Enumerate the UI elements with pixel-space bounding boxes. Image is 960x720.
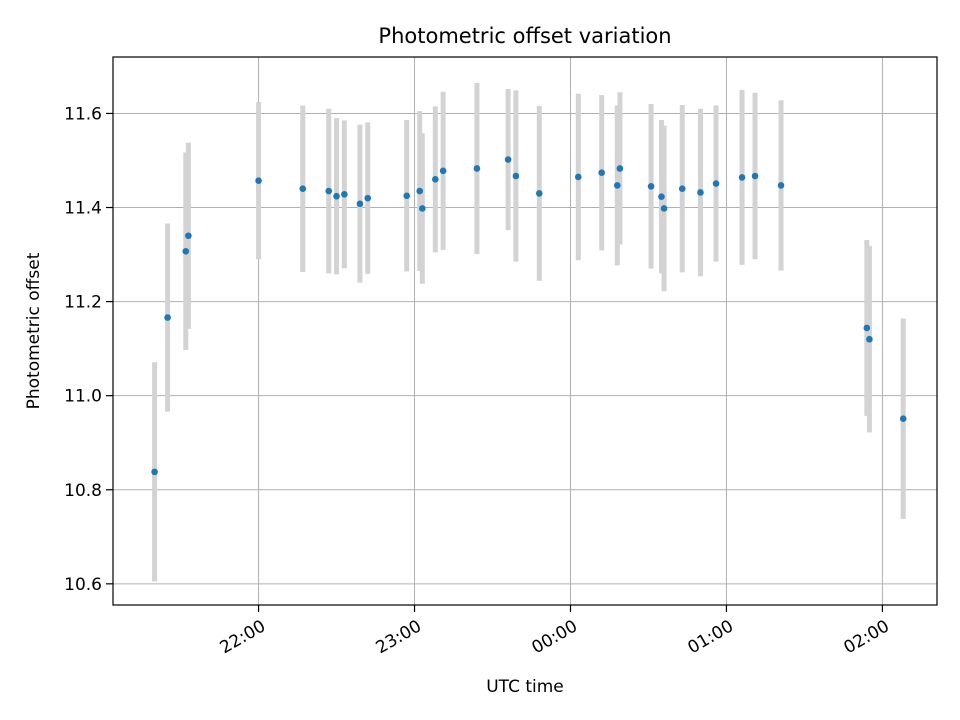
data-point [777, 182, 785, 189]
data-point [333, 192, 340, 200]
data-point [419, 205, 426, 212]
data-point [416, 187, 424, 195]
data-point [535, 190, 543, 197]
y-axis-ticks: 10.6 10.8 11.0 11.2 11.4 11.6 [64, 104, 113, 595]
data-point [751, 172, 759, 180]
data-point [255, 177, 262, 185]
data-point [504, 156, 512, 163]
y-tick-label: 11.2 [64, 293, 102, 313]
data-point [164, 314, 171, 321]
data-point [299, 185, 307, 193]
data-point [647, 183, 655, 190]
data-point [185, 232, 192, 240]
data-points [151, 156, 907, 476]
data-point [738, 174, 746, 181]
y-tick-label: 11.4 [64, 199, 102, 219]
y-tick-label: 10.8 [64, 481, 102, 501]
y-tick-label: 10.6 [64, 575, 102, 595]
data-point [364, 194, 372, 202]
data-point [439, 167, 447, 175]
data-point [658, 193, 665, 201]
data-point [403, 192, 411, 200]
plot-frame [112, 56, 938, 606]
grid [113, 57, 937, 605]
chart-title: Photometric offset variation [378, 24, 671, 48]
y-tick-label: 11.6 [64, 104, 102, 124]
data-point [899, 415, 907, 423]
y-axis-label: Photometric offset [24, 252, 44, 409]
data-point [697, 189, 704, 196]
data-point [512, 172, 520, 180]
data-point [660, 205, 668, 212]
data-point [616, 165, 624, 172]
data-point [432, 176, 439, 183]
data-point [863, 324, 871, 332]
data-point [182, 247, 190, 255]
data-point [325, 187, 333, 195]
data-point [678, 185, 686, 193]
data-point [712, 180, 720, 187]
data-point [613, 182, 621, 189]
data-point [473, 165, 481, 172]
data-point [151, 468, 158, 476]
x-axis-label: UTC time [486, 677, 564, 697]
data-point [341, 191, 348, 198]
y-tick-label: 11.0 [64, 387, 102, 407]
data-point [356, 200, 364, 208]
data-point [598, 169, 605, 177]
data-point [574, 173, 582, 181]
data-point [866, 335, 873, 343]
